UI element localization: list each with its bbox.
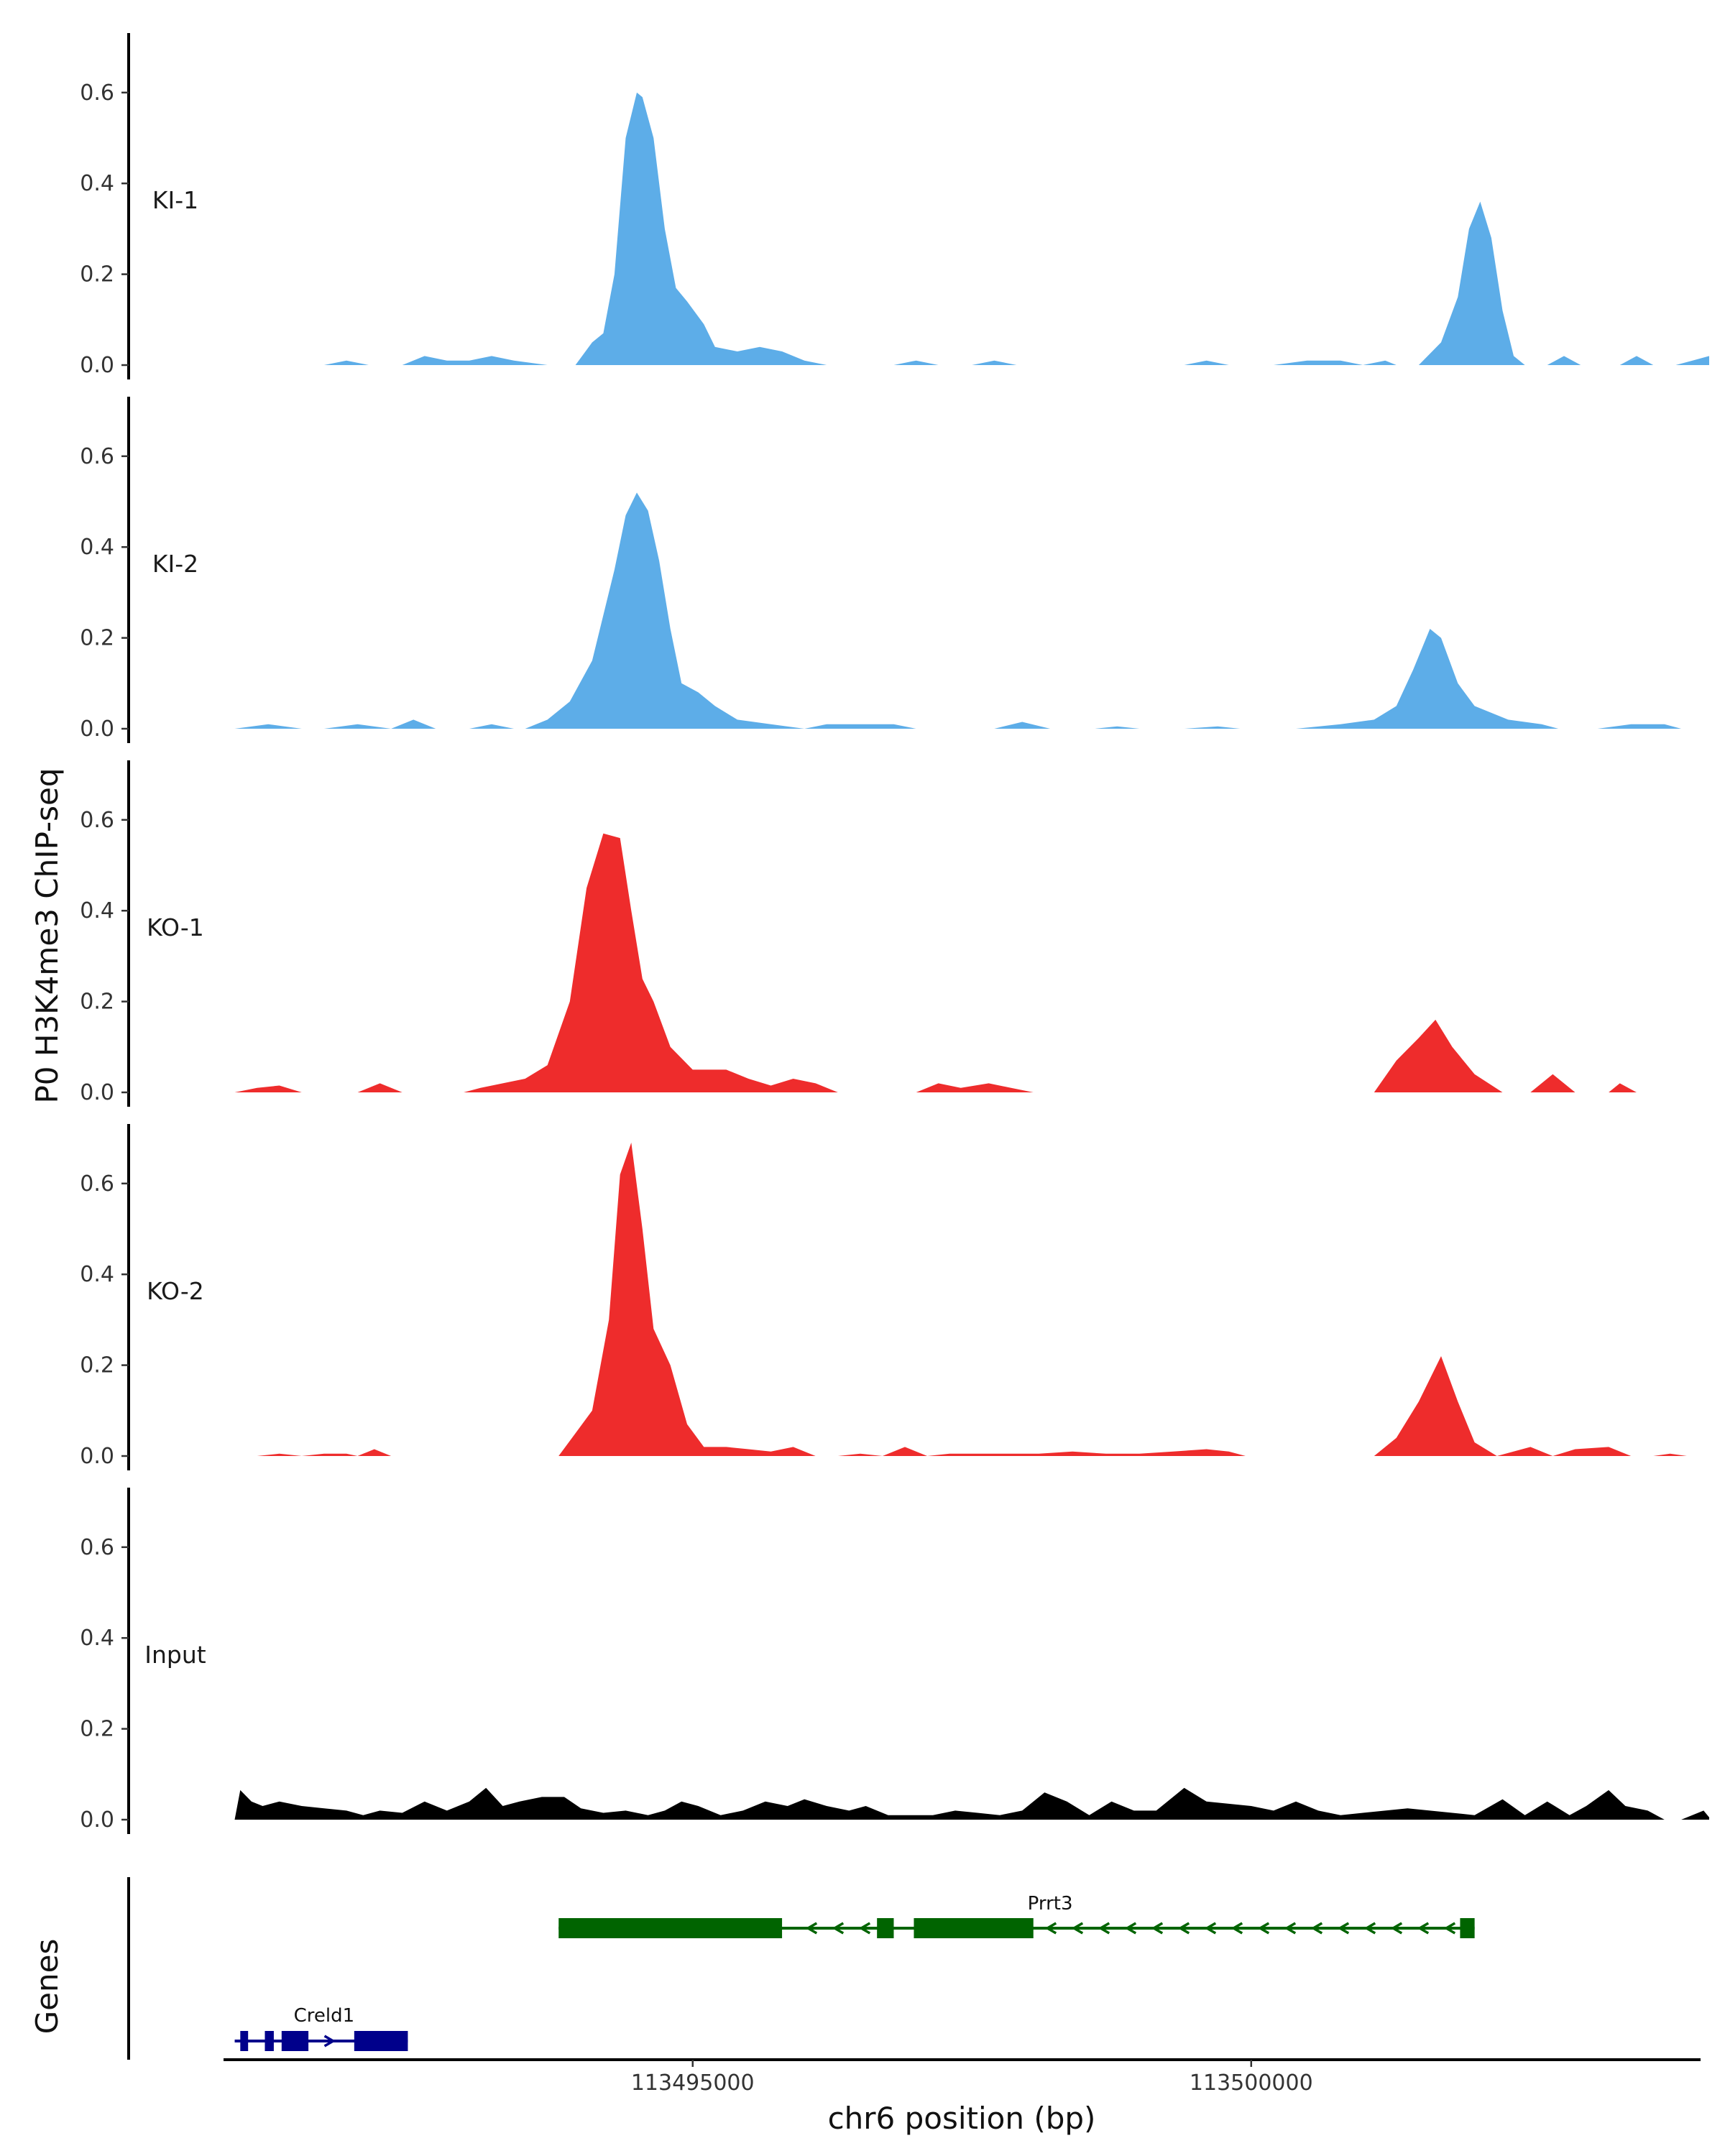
strand-arrow xyxy=(1230,1922,1243,1935)
coverage-area xyxy=(257,1142,1687,1456)
y-tick-label: 0.2 xyxy=(80,262,114,287)
strand-arrow xyxy=(858,1922,871,1935)
track-input: 0.0 0.2 0.4 0.6 Input xyxy=(80,1488,1709,1834)
gene-exon xyxy=(354,2031,408,2051)
y-tick-label: 0.4 xyxy=(80,535,114,560)
y-tick-label: 0.4 xyxy=(80,1262,114,1287)
gene-annotation-track: Creld1 Prrt3 xyxy=(127,1877,1475,2060)
track-ki-1: 0.0 0.2 0.4 0.6 KI-1 xyxy=(80,33,1709,379)
y-tick-label: 0.4 xyxy=(80,171,114,196)
track-label: KI-2 xyxy=(152,550,198,578)
track-label: KI-1 xyxy=(152,186,198,214)
gene-creld1: Creld1 xyxy=(234,2005,408,2051)
y-tick-label: 0.0 xyxy=(80,717,114,742)
strand-arrow xyxy=(323,2035,336,2047)
track-label: Input xyxy=(144,1641,206,1669)
strand-arrow xyxy=(1071,1922,1084,1935)
strand-arrow xyxy=(1257,1922,1270,1935)
gene-exon xyxy=(877,1918,894,1938)
y-tick-label: 0.6 xyxy=(80,444,114,469)
gene-exon xyxy=(914,1918,1034,1938)
y-tick-label: 0.2 xyxy=(80,990,114,1015)
x-tick-label: 113500000 xyxy=(1190,2070,1313,2096)
x-axis: 113495000 113500000 xyxy=(224,2058,1701,2096)
y-axis-title: P0 H3K4me3 ChIP-seq xyxy=(29,768,65,1103)
coverage-area xyxy=(323,92,1709,366)
strand-arrow xyxy=(1177,1922,1190,1935)
gene-exon xyxy=(1460,1918,1475,1938)
y-tick-label: 0.2 xyxy=(80,626,114,651)
y-tick-label: 0.0 xyxy=(80,1080,114,1105)
x-tick-label: 113495000 xyxy=(631,2070,755,2096)
coverage-area xyxy=(234,492,1682,729)
y-tick-label: 0.6 xyxy=(80,1535,114,1560)
gene-exon xyxy=(558,1918,783,1938)
gene-prrt3: Prrt3 xyxy=(558,1893,1475,1938)
strand-arrow xyxy=(1151,1922,1164,1935)
strand-arrow xyxy=(1417,1922,1430,1935)
strand-arrow xyxy=(832,1922,845,1935)
strand-arrow xyxy=(1337,1922,1350,1935)
strand-arrow xyxy=(1443,1922,1456,1935)
strand-arrow xyxy=(805,1922,818,1935)
strand-arrow xyxy=(1204,1922,1217,1935)
strand-arrow xyxy=(1098,1922,1110,1935)
coverage-area xyxy=(234,1787,1709,1820)
track-ki-2: 0.0 0.2 0.4 0.6 KI-2 xyxy=(80,397,1682,743)
y-tick-label: 0.4 xyxy=(80,1626,114,1651)
gene-label: Creld1 xyxy=(294,2005,355,2027)
gene-exon xyxy=(240,2031,249,2051)
y-tick-label: 0.6 xyxy=(80,808,114,833)
y-tick-label: 0.2 xyxy=(80,1717,114,1742)
y-tick-label: 0.0 xyxy=(80,1807,114,1833)
gene-label: Prrt3 xyxy=(1028,1893,1073,1915)
y-tick-label: 0.2 xyxy=(80,1353,114,1378)
coverage-area xyxy=(234,833,1637,1092)
y-tick-label: 0.0 xyxy=(80,1444,114,1469)
strand-arrow xyxy=(1390,1922,1403,1935)
track-ko-2: 0.0 0.2 0.4 0.6 KO-2 xyxy=(80,1124,1687,1470)
track-label: KO-1 xyxy=(147,913,204,941)
coverage-tracks: 0.00.20.40.6KI-10.00.20.40.6KI-20.00.20.… xyxy=(80,33,1709,1834)
gene-exon xyxy=(264,2031,274,2051)
y-tick-label: 0.6 xyxy=(80,1171,114,1197)
track-label: KO-2 xyxy=(147,1277,204,1305)
y-tick-label: 0.6 xyxy=(80,80,114,106)
y-tick-label: 0.0 xyxy=(80,353,114,378)
strand-arrow xyxy=(1363,1922,1376,1935)
x-axis-title: chr6 position (bp) xyxy=(828,2101,1096,2136)
y-tick-label: 0.4 xyxy=(80,898,114,923)
strand-arrow xyxy=(1284,1922,1297,1935)
track-ko-1: 0.0 0.2 0.4 0.6 KO-1 xyxy=(80,760,1637,1107)
genes-track-title: Genes xyxy=(29,1939,65,2035)
strand-arrow xyxy=(1124,1922,1137,1935)
strand-arrow xyxy=(1310,1922,1323,1935)
strand-arrow xyxy=(1044,1922,1057,1935)
gene-exon xyxy=(281,2031,309,2051)
